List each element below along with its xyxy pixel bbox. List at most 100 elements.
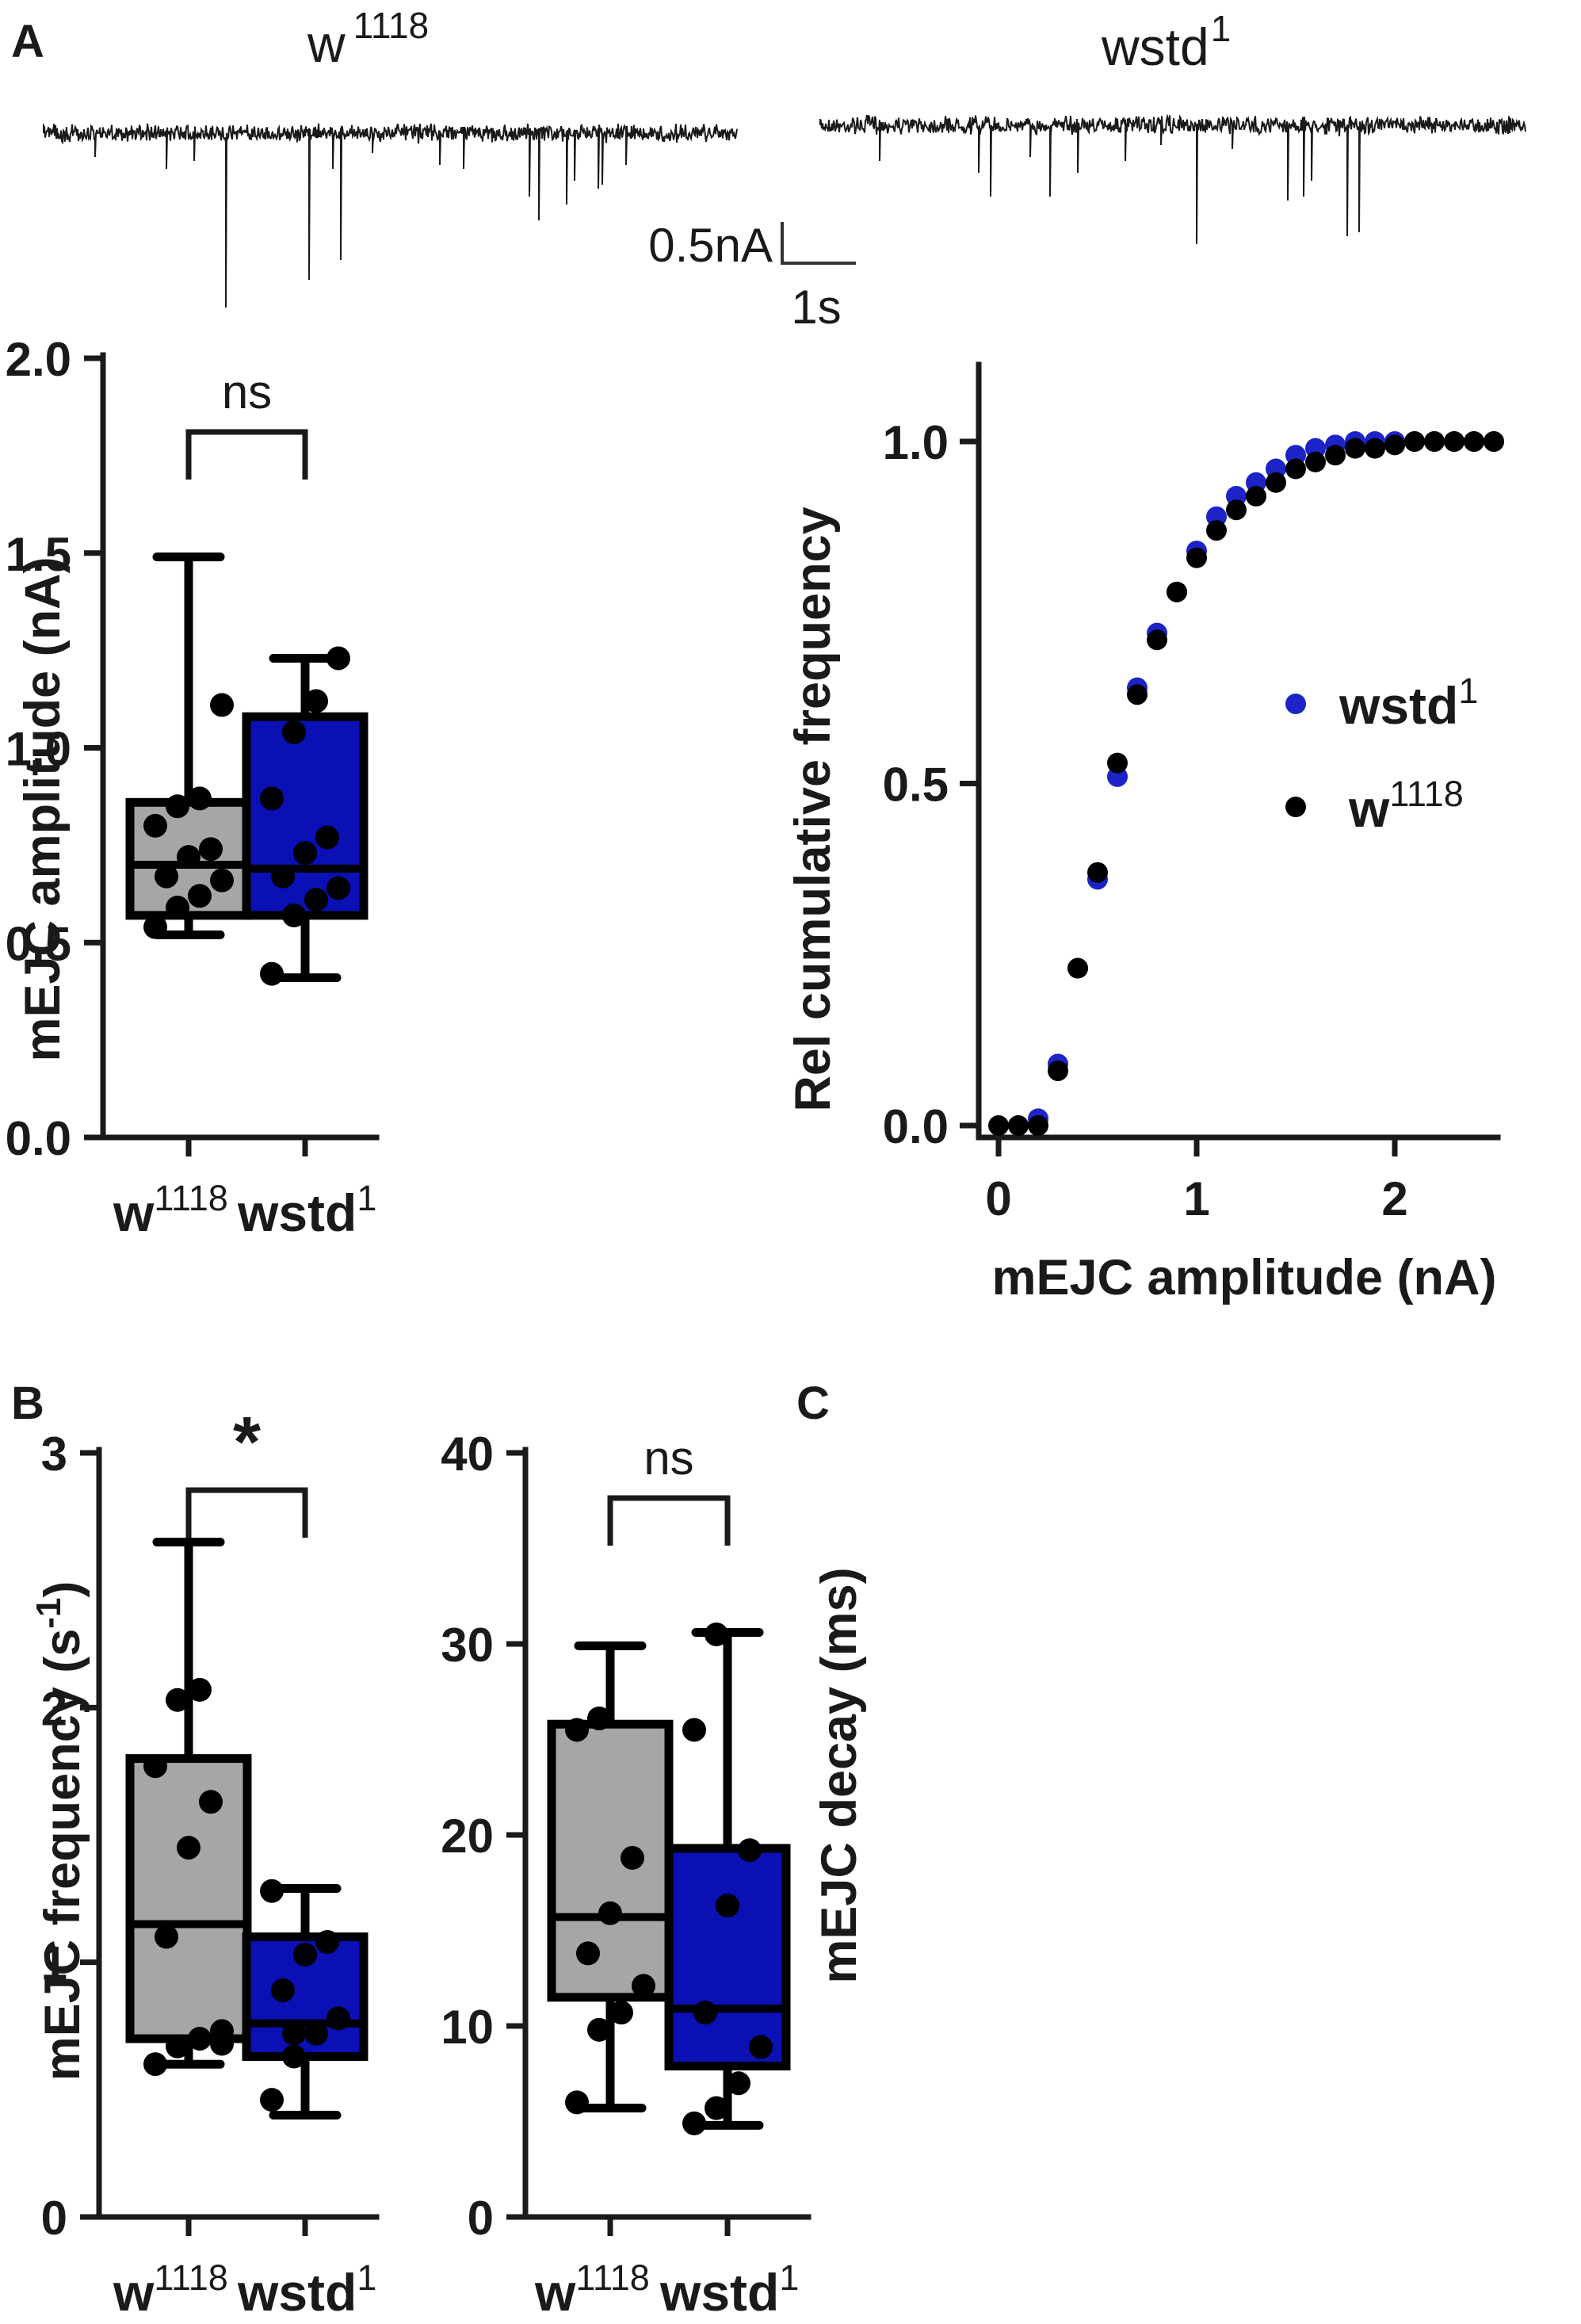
a-cum-point-control bbox=[1266, 472, 1286, 493]
a-box-data-point bbox=[304, 689, 328, 713]
b-box-category-label-sup: 1 bbox=[357, 2257, 376, 2298]
panel-label-b: B bbox=[11, 1378, 44, 1429]
b-box-data-point bbox=[166, 1688, 189, 1712]
c-box-box-mutant bbox=[664, 1844, 791, 2071]
legend-label-control-name: w bbox=[1348, 779, 1390, 838]
a-box-data-point bbox=[210, 868, 234, 893]
c-box-category-label-name: wstd bbox=[659, 2263, 779, 2322]
a-box-data-point bbox=[155, 864, 178, 889]
c-box-data-point bbox=[727, 2071, 750, 2096]
legend-label-control-sup: 1118 bbox=[1389, 774, 1463, 814]
b-box-y-tick-label: 2 bbox=[41, 1682, 67, 1735]
b-box-data-point bbox=[199, 1790, 223, 1814]
a-cum-point-control bbox=[1424, 431, 1445, 452]
a-box-y-tick-label: 0.0 bbox=[6, 1112, 71, 1165]
a-box-data-point bbox=[166, 794, 189, 819]
a-box-category-label: w1118 bbox=[113, 1178, 228, 1242]
a-box-data-point bbox=[315, 825, 339, 850]
b-box-ylabel-main: mEJC frequency (s bbox=[35, 1629, 90, 2081]
b-box-data-point bbox=[271, 1978, 295, 2003]
legend-marker-mutant bbox=[1285, 694, 1306, 714]
a-cum-point-control bbox=[1384, 434, 1405, 456]
legend-label-mutant: wstd1 bbox=[1339, 671, 1478, 735]
a-cum-y-tick-label: 0.0 bbox=[883, 1100, 949, 1153]
svg-text:wstd1: wstd1 bbox=[1101, 8, 1231, 76]
a-cum-point-control bbox=[1305, 451, 1326, 472]
c-box-data-point bbox=[609, 2001, 633, 2025]
a-cum-point-control bbox=[1226, 499, 1247, 521]
a-box-data-point bbox=[188, 786, 212, 811]
c-box-data-point bbox=[587, 1706, 611, 1730]
c-box-data-point bbox=[693, 2001, 717, 2025]
a-box-data-point bbox=[282, 903, 306, 927]
c-box-data-point bbox=[621, 1845, 644, 1870]
b-box-ylabel-tail: ) bbox=[35, 1581, 90, 1598]
a-box-data-point bbox=[166, 896, 189, 920]
svg-text:w1118: w 1118 bbox=[307, 5, 429, 73]
b-box-box-control bbox=[125, 1754, 252, 2043]
b-box-y-tick-label: 0 bbox=[41, 2192, 67, 2245]
a-cum-point-control bbox=[1008, 1115, 1029, 1136]
a-cum-point-control bbox=[1107, 752, 1128, 774]
legend-label-mutant-sup: 1 bbox=[1458, 671, 1478, 711]
legend-marker-control bbox=[1285, 797, 1306, 817]
a-box-category-label-name: w bbox=[113, 1183, 155, 1242]
b-box-data-point bbox=[315, 1929, 339, 1954]
a-cum-point-control bbox=[988, 1115, 1009, 1136]
a-box-y-tick-label: 0.5 bbox=[6, 917, 71, 970]
chart-a-box: mEJC amplitude (nA) 0.0 0.5 1.0 1.5 2.0 w1118… bbox=[6, 333, 380, 1242]
a-cum-point-control bbox=[1167, 581, 1187, 602]
a-cum-point-control bbox=[1404, 431, 1425, 452]
c-box-data-point bbox=[576, 1941, 600, 1966]
scale-bar: 0.5nA 1s bbox=[648, 219, 856, 334]
a-box-data-point bbox=[282, 720, 306, 744]
b-box-data-point bbox=[282, 2021, 306, 2046]
c-box-data-point bbox=[682, 1718, 706, 1742]
a-cum-point-control bbox=[1206, 520, 1227, 541]
a-box-data-point bbox=[304, 888, 328, 912]
a-box-data-point bbox=[188, 884, 212, 908]
trace-left bbox=[43, 123, 738, 308]
scale-bar-current-label: 0.5nA bbox=[648, 219, 773, 272]
legend-label-mutant-name: wstd bbox=[1339, 676, 1458, 735]
a-box-significance-bracket bbox=[185, 429, 308, 480]
a-box-data-point bbox=[143, 813, 167, 838]
b-box-y-tick-label: 3 bbox=[41, 1428, 67, 1481]
a-cum-point-control bbox=[1087, 862, 1108, 883]
b-box-data-point bbox=[304, 2021, 328, 2046]
trace-title-left-sup: 1118 bbox=[353, 5, 430, 46]
a-box-data-point bbox=[293, 841, 317, 866]
a-cum-x-tick-label: 2 bbox=[1381, 1172, 1407, 1225]
b-box-data-point bbox=[188, 2027, 212, 2051]
b-box-data-point bbox=[188, 1677, 212, 1702]
c-box-category-label-name: w bbox=[534, 2263, 576, 2322]
c-box-data-point bbox=[565, 2090, 589, 2115]
a-box-y-tick-label: 1.5 bbox=[6, 528, 71, 581]
b-box-category-label: wstd1 bbox=[237, 2257, 376, 2322]
a-cum-legend: wstd1 w1118 bbox=[1285, 671, 1478, 838]
a-box-category-label: wstd1 bbox=[237, 1178, 376, 1242]
c-box-category-label: wstd1 bbox=[659, 2257, 799, 2322]
b-box-category-label: w1118 bbox=[113, 2257, 228, 2322]
b-box-significance-bracket bbox=[185, 1487, 308, 1538]
a-cum-point-control bbox=[1147, 629, 1167, 651]
b-box-data-point bbox=[166, 2034, 189, 2058]
trace-left-signal bbox=[43, 123, 738, 308]
a-cum-point-control bbox=[1067, 958, 1088, 979]
trace-title-right: wstd1 bbox=[1101, 8, 1231, 76]
c-box-data-point bbox=[705, 1622, 728, 1646]
b-box-ylabel: mEJC frequency (s-1) bbox=[29, 1581, 90, 2081]
b-box-data-point bbox=[177, 1836, 200, 1860]
chart-c-box: mEJC decay (ms) 0 10 20 30 40 w1118 wstd1 ns bbox=[441, 1428, 867, 2322]
c-box-significance-label: ns bbox=[643, 1431, 693, 1485]
a-cum-x-tick-label: 0 bbox=[985, 1172, 1011, 1225]
a-cum-y-tick-label: 0.5 bbox=[883, 759, 949, 812]
c-box-category-label: w1118 bbox=[534, 2257, 650, 2322]
a-cum-point-control bbox=[1464, 431, 1484, 452]
b-box-data-point bbox=[282, 2044, 306, 2069]
a-cum-point-control bbox=[1444, 431, 1465, 452]
a-box-y-tick-label: 1.0 bbox=[6, 723, 71, 776]
b-box-data-point bbox=[260, 1879, 284, 1903]
